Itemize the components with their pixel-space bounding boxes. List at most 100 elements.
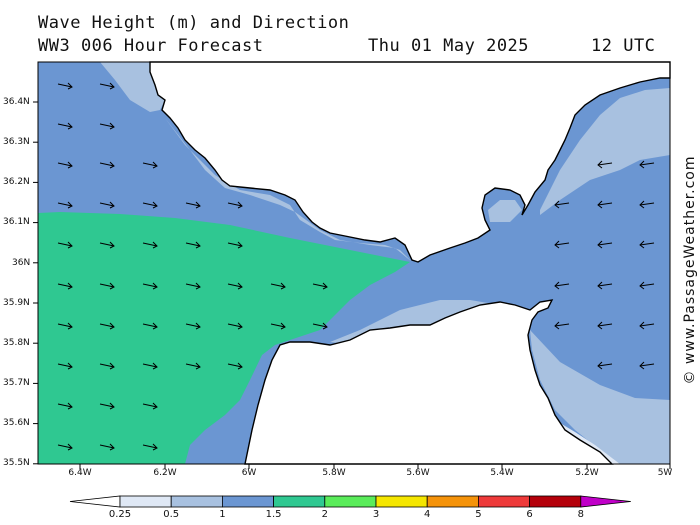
y-axis-label: 35.5N bbox=[3, 458, 30, 468]
land-morocco bbox=[244, 299, 614, 465]
wave-arrow bbox=[99, 122, 115, 130]
colorbar-min-cap bbox=[69, 495, 121, 508]
y-axis-label: 35.9N bbox=[3, 298, 30, 308]
forecast-date: Thu 01 May 2025 bbox=[368, 36, 530, 56]
wave-arrow bbox=[57, 443, 73, 451]
wave-arrow bbox=[227, 282, 243, 290]
wave-arrow bbox=[57, 241, 73, 249]
colorbar-label: 8 bbox=[577, 509, 584, 520]
wave-arrow bbox=[57, 282, 73, 290]
wave-arrow bbox=[639, 361, 655, 370]
y-axis-label: 36.4N bbox=[3, 97, 30, 107]
wave-arrow bbox=[554, 281, 570, 290]
colorbar-label: 3 bbox=[372, 509, 380, 520]
copyright-text: © www.PassageWeather.com bbox=[682, 155, 698, 385]
wave-arrow bbox=[597, 200, 613, 209]
x-axis-label: 5.8W bbox=[322, 468, 346, 478]
wave-arrow bbox=[554, 200, 570, 209]
wave-arrow bbox=[227, 241, 243, 249]
colorbar-label: 1.5 bbox=[265, 509, 282, 520]
wave-arrow bbox=[597, 281, 613, 290]
colorbar-label: 0.5 bbox=[163, 509, 180, 520]
x-axis-label: 5.2W bbox=[575, 468, 599, 478]
forecast-time: 12 UTC bbox=[591, 36, 656, 56]
wave-arrow bbox=[185, 241, 201, 249]
x-axis-label: 5W bbox=[657, 468, 673, 478]
wave-arrow bbox=[597, 361, 613, 370]
sea-band-0.5-1m-east bbox=[540, 88, 670, 215]
wave-arrow bbox=[99, 241, 115, 249]
wave-arrow bbox=[639, 281, 655, 290]
wave-arrow bbox=[227, 322, 243, 330]
wave-arrow bbox=[99, 82, 115, 90]
wave-arrow bbox=[142, 362, 158, 370]
axis-ticks bbox=[33, 101, 671, 469]
colorbar-segment bbox=[375, 495, 428, 508]
x-axis-label: 6.2W bbox=[153, 468, 177, 478]
wave-arrow bbox=[597, 160, 613, 169]
colorbar-segment bbox=[273, 495, 326, 508]
wave-arrows-west bbox=[57, 82, 328, 451]
wave-arrow bbox=[142, 282, 158, 290]
wave-arrow bbox=[185, 201, 201, 209]
wave-arrow bbox=[185, 322, 201, 330]
colorbar-label: 6 bbox=[526, 509, 533, 520]
wave-arrow bbox=[597, 321, 613, 330]
wave-arrow bbox=[312, 282, 328, 290]
colorbar-segment bbox=[221, 495, 274, 508]
wave-arrow bbox=[142, 443, 158, 451]
wave-arrow bbox=[99, 201, 115, 209]
y-axis-label: 36.2N bbox=[3, 177, 30, 187]
wave-arrow bbox=[312, 322, 328, 330]
wave-arrow bbox=[554, 321, 570, 330]
colorbar-segment bbox=[529, 495, 582, 508]
wave-arrow bbox=[270, 322, 286, 330]
wave-arrow bbox=[639, 321, 655, 330]
wave-arrow bbox=[639, 200, 655, 209]
wave-arrow bbox=[554, 240, 570, 249]
colorbar-label: 2 bbox=[321, 509, 328, 520]
wave-arrow bbox=[185, 362, 201, 370]
map-title: Wave Height (m) and Direction bbox=[38, 13, 350, 33]
wave-arrow bbox=[99, 282, 115, 290]
wave-arrow bbox=[57, 82, 73, 90]
y-axis-label: 35.8N bbox=[3, 338, 30, 348]
x-axis-label: 6.4W bbox=[68, 468, 92, 478]
wave-arrow bbox=[57, 201, 73, 209]
colorbar-label: 5 bbox=[475, 509, 482, 520]
y-axis-label: 36.1N bbox=[3, 217, 30, 227]
colorbar bbox=[69, 495, 631, 508]
land-spain bbox=[149, 61, 671, 263]
wave-arrow bbox=[185, 282, 201, 290]
wave-arrow bbox=[227, 201, 243, 209]
colorbar-segment bbox=[324, 495, 377, 508]
sea-band-0.5-1m-southeast bbox=[530, 330, 670, 464]
wave-arrow bbox=[639, 160, 655, 169]
x-axis-label: 5.4W bbox=[490, 468, 514, 478]
wave-arrow bbox=[142, 161, 158, 169]
x-axis-label: 5.6W bbox=[406, 468, 430, 478]
wave-arrow bbox=[57, 402, 73, 410]
wave-arrow bbox=[142, 241, 158, 249]
colorbar-label: 4 bbox=[424, 509, 431, 520]
wave-arrow bbox=[99, 322, 115, 330]
wave-arrow bbox=[227, 362, 243, 370]
wave-arrow bbox=[99, 362, 115, 370]
y-axis-label: 35.7N bbox=[3, 378, 30, 388]
wave-arrow bbox=[142, 402, 158, 410]
wave-arrow bbox=[639, 240, 655, 249]
colorbar-segment bbox=[477, 495, 530, 508]
colorbar-segment bbox=[170, 495, 223, 508]
y-axis-label: 36N bbox=[12, 258, 31, 268]
colorbar-label: 1 bbox=[219, 509, 226, 520]
wave-arrow bbox=[142, 322, 158, 330]
wave-arrow bbox=[142, 201, 158, 209]
wave-arrow bbox=[57, 362, 73, 370]
y-axis-label: 35.6N bbox=[3, 418, 30, 428]
wave-arrow bbox=[57, 122, 73, 130]
wave-arrow bbox=[57, 322, 73, 330]
wave-arrow bbox=[57, 161, 73, 169]
sea-band-0.5-1m-bay bbox=[488, 200, 522, 222]
wave-arrow bbox=[99, 161, 115, 169]
colorbar-max-cap bbox=[580, 495, 631, 508]
